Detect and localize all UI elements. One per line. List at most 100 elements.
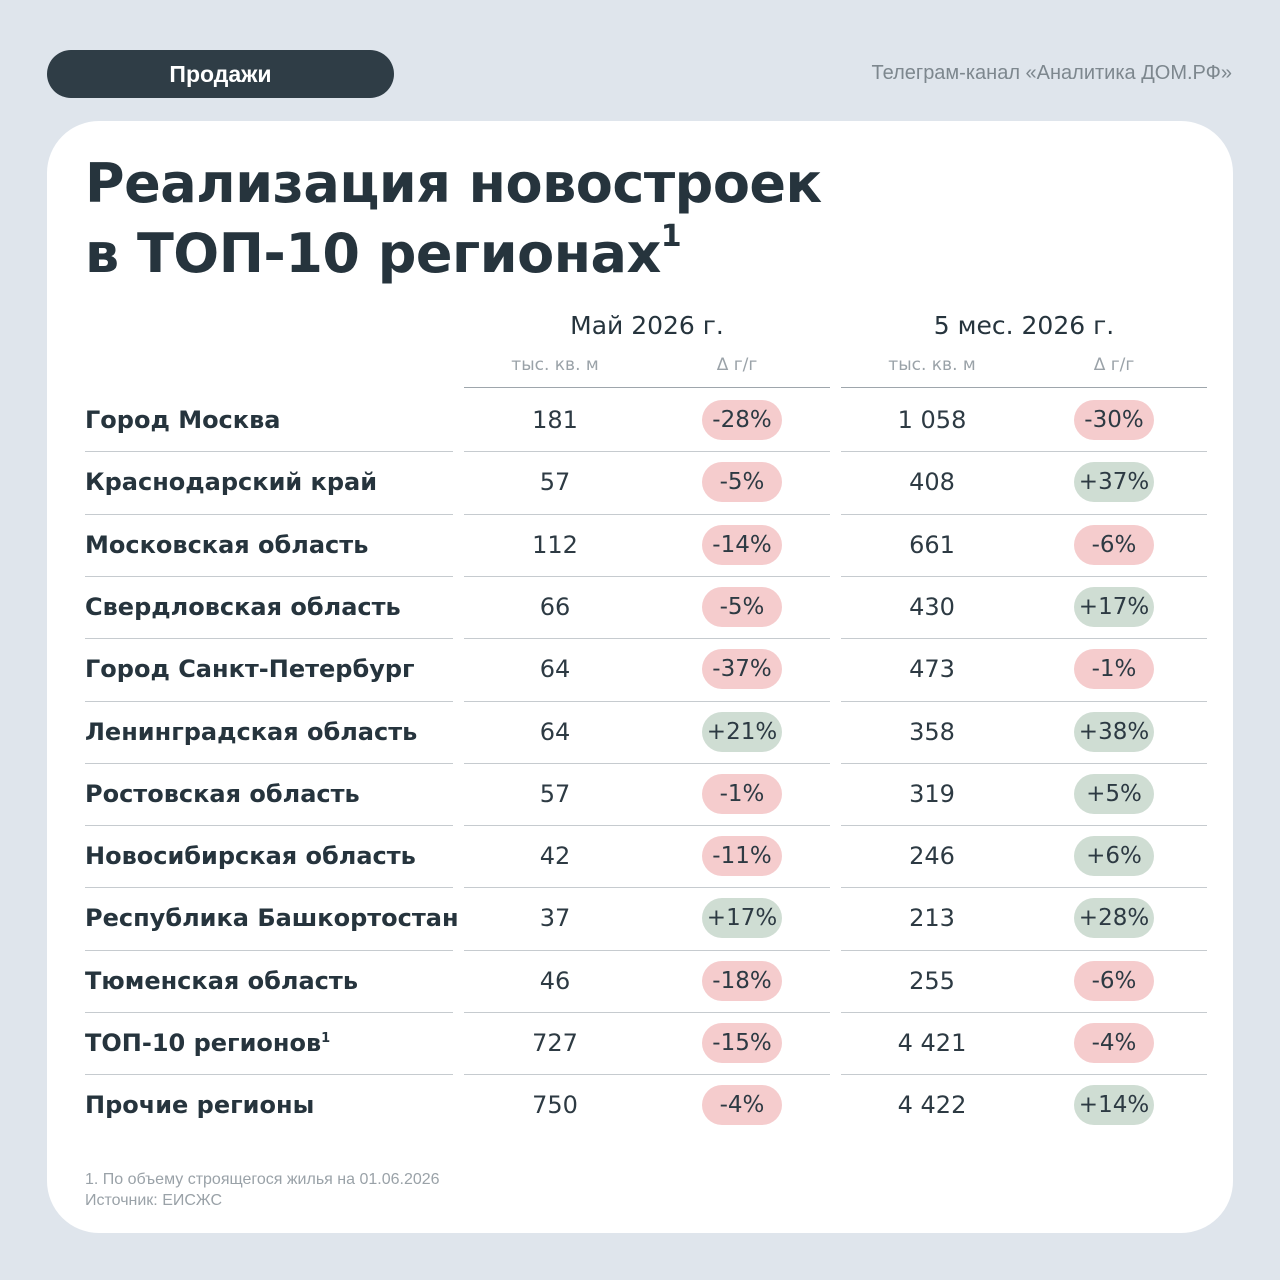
region-name: Республика Башкортостан: [85, 887, 459, 949]
delta-header-may: Δ г/г: [716, 355, 758, 375]
may-delta-badge: -18%: [702, 960, 782, 1001]
may-delta-badge: -1%: [702, 773, 782, 814]
row-divider: [464, 949, 830, 951]
region-footnote-mark: 1: [321, 1031, 331, 1046]
row-divider: [85, 638, 453, 640]
ytd-value: 1 058: [897, 406, 967, 434]
row-divider: [85, 700, 453, 702]
channel-caption: Телеграм-канал «Аналитика ДОМ.РФ»: [871, 62, 1232, 84]
may-delta-badge: +17%: [702, 898, 782, 939]
may-delta-badge: -37%: [702, 649, 782, 690]
region-name: Тюменская область: [85, 950, 358, 1012]
ytd-delta-badge: +14%: [1074, 1085, 1154, 1126]
row-divider: [85, 451, 453, 453]
row-divider: [841, 1074, 1207, 1076]
may-value: 66: [539, 592, 571, 621]
row-divider: [464, 700, 830, 702]
region-name: Ленинградская область: [85, 701, 417, 763]
region-name: Ростовская область: [85, 763, 360, 825]
may-value: 64: [539, 655, 571, 684]
ytd-value: 358: [909, 717, 955, 746]
region-name-text: Город Москва: [85, 406, 281, 434]
may-value: 42: [539, 842, 571, 871]
row-divider: [464, 451, 830, 453]
title-footnote-mark: 1: [660, 219, 682, 254]
row-divider: [841, 513, 1207, 515]
row-divider: [464, 825, 830, 827]
region-name-text: Республика Башкортостан: [85, 904, 459, 933]
region-name-text: Краснодарский край: [85, 468, 378, 497]
region-name-text: Московская область: [85, 530, 369, 559]
ytd-value: 4 422: [897, 1091, 967, 1120]
row-divider: [841, 451, 1207, 453]
ytd-delta-badge: +38%: [1074, 711, 1154, 752]
row-divider: [464, 638, 830, 640]
region-name: Прочие регионы: [85, 1074, 314, 1136]
title-line-1: Реализация новостроек: [85, 152, 822, 215]
row-divider: [85, 949, 453, 951]
unit-header-may: тыс. кв. м: [511, 355, 599, 375]
row-divider: [464, 1012, 830, 1013]
region-name-text: Прочие регионы: [85, 1091, 315, 1120]
row-divider: [841, 887, 1207, 889]
ytd-delta-badge: +37%: [1074, 462, 1154, 503]
ytd-value: 4 421: [897, 1029, 967, 1057]
ytd-value: 213: [909, 904, 955, 933]
row-divider: [841, 575, 1207, 577]
region-name-text: Тюменская область: [85, 966, 358, 995]
ytd-delta-badge: +17%: [1074, 586, 1154, 627]
row-divider: [841, 1012, 1207, 1013]
may-value: 46: [539, 966, 571, 995]
ytd-value: 408: [909, 468, 955, 497]
region-name-text: Свердловская область: [85, 592, 401, 621]
title-line-2: в ТОП-10 регионах1: [85, 219, 822, 289]
period-header-ytd: 5 мес. 2026 г.: [933, 311, 1115, 340]
row-divider: [464, 575, 830, 577]
may-value: 727: [532, 1029, 578, 1057]
may-delta-badge: -5%: [702, 462, 782, 503]
ytd-delta-badge: -1%: [1074, 649, 1154, 690]
may-value: 181: [532, 406, 578, 434]
row-divider: [85, 825, 453, 827]
may-delta-badge: -11%: [702, 836, 782, 877]
period-header-may: Май 2026 г.: [570, 311, 724, 340]
row-divider: [85, 513, 453, 515]
ytd-delta-badge: +6%: [1074, 836, 1154, 877]
footnote: 1. По объему строящегося жилья на 01.06.…: [85, 1171, 440, 1188]
may-value: 64: [539, 717, 571, 746]
region-name: Краснодарский край: [85, 451, 377, 513]
row-divider: [841, 638, 1207, 640]
header-rule-may: [464, 387, 830, 388]
ytd-value: 430: [909, 592, 955, 621]
may-delta-badge: +21%: [702, 711, 782, 752]
ytd-value: 255: [909, 966, 955, 995]
page-title: Реализация новостроек в ТОП-10 регионах1: [85, 149, 822, 289]
ytd-delta-badge: -6%: [1074, 524, 1154, 565]
delta-header-ytd: Δ г/г: [1093, 355, 1135, 375]
ytd-delta-badge: +5%: [1074, 773, 1154, 814]
may-value: 750: [532, 1091, 578, 1120]
unit-header-ytd: тыс. кв. м: [888, 355, 976, 375]
row-divider: [464, 513, 830, 515]
may-delta-badge: -4%: [702, 1085, 782, 1126]
row-divider: [464, 887, 830, 889]
ytd-delta-badge: -4%: [1074, 1023, 1154, 1063]
may-value: 57: [539, 468, 571, 497]
may-delta-badge: -28%: [702, 400, 782, 440]
ytd-delta-badge: +28%: [1074, 898, 1154, 939]
row-divider: [841, 825, 1207, 827]
may-delta-badge: -15%: [702, 1023, 782, 1063]
may-value: 57: [539, 779, 571, 808]
row-divider: [85, 762, 453, 764]
section-tag: Продажи: [47, 50, 394, 98]
row-divider: [85, 575, 453, 577]
ytd-value: 246: [909, 842, 955, 871]
row-divider: [841, 762, 1207, 764]
region-name-text: Город Санкт-Петербург: [85, 655, 415, 684]
region-name: Город Санкт-Петербург: [85, 638, 415, 700]
may-delta-badge: -14%: [702, 524, 782, 565]
region-name-text: Ленинградская область: [85, 717, 418, 746]
ytd-value: 661: [909, 530, 955, 559]
region-name: Московская область: [85, 514, 368, 576]
region-name-text: Новосибирская область: [85, 842, 416, 871]
